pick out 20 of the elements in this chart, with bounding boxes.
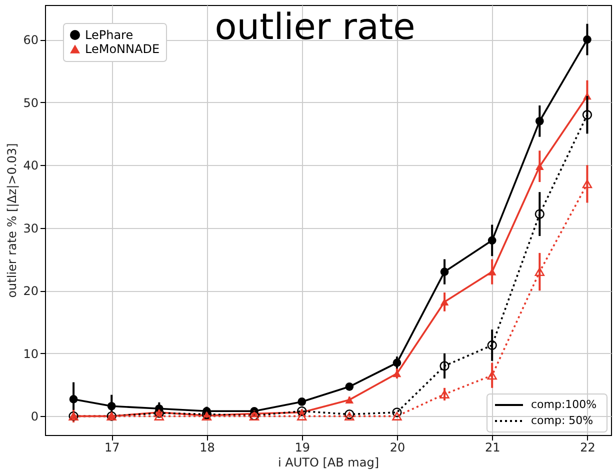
x-axis-title: i AUTO [AB mag] [278, 456, 380, 470]
y-tick-label: 10 [23, 346, 38, 361]
y-tick-label: 20 [23, 284, 38, 298]
x-tick-label: 22 [580, 440, 596, 454]
annotation: comp: 50% [531, 414, 594, 427]
x-tick-label: 19 [294, 440, 310, 454]
annotation: comp:100% [531, 398, 597, 411]
legend-label: LePhare [85, 28, 134, 42]
chart-title: outlier rate [214, 7, 416, 48]
x-tick-label: 18 [200, 440, 215, 454]
legend-label: LeMoNNADE [85, 42, 160, 56]
y-tick-label: 40 [23, 158, 38, 173]
y-tick-label: 30 [23, 221, 38, 236]
x-tick-label: 17 [104, 440, 120, 454]
y-tick-label: 0 [30, 410, 38, 424]
y-axis-title: outlier rate % [|Δz|>0.03] [5, 143, 20, 298]
x-tick-label: 21 [484, 440, 500, 454]
y-tick-label: 60 [23, 33, 38, 48]
y-tick-label: 50 [23, 96, 38, 110]
x-tick-label: 20 [390, 440, 406, 454]
